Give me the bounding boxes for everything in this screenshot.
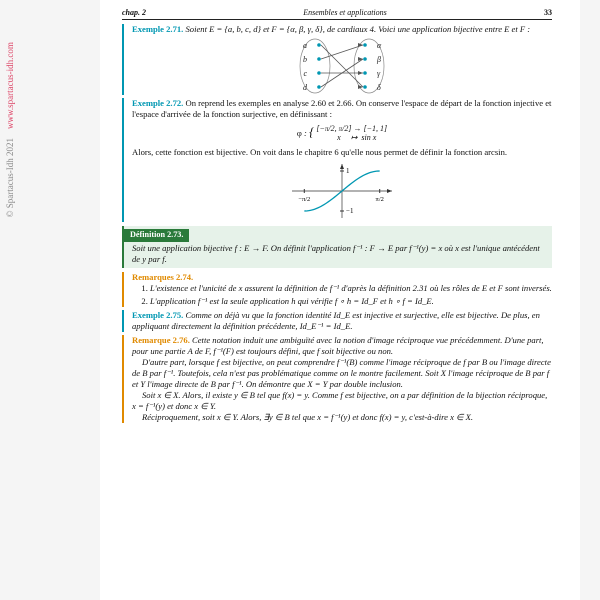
remark-item: L'application f⁻¹ est la seule applicati… — [150, 296, 552, 307]
bijection-diagram: a α b β c γ d δ — [267, 37, 417, 95]
svg-text:d: d — [303, 83, 308, 92]
remark-label: Remarque 2.76. — [132, 335, 190, 345]
definition-head: Définition 2.73. — [124, 229, 189, 242]
header-page-number: 33 — [544, 8, 552, 18]
remark-list: L'existence et l'unicité de x assurent l… — [132, 283, 552, 307]
svg-text:γ: γ — [377, 69, 381, 78]
svg-text:a: a — [303, 41, 307, 50]
svg-text:π/2: π/2 — [376, 196, 384, 203]
page: chap. 2 Ensembles et applications 33 Exe… — [100, 0, 580, 600]
header-title: Ensembles et applications — [303, 8, 387, 18]
svg-text:δ: δ — [377, 83, 381, 92]
sin-plot: −π/2 π/2 1 −1 — [282, 160, 402, 222]
example-text: Soient E = {a, b, c, d} et F = {α, β, γ,… — [185, 24, 530, 34]
example-label: Exemple 2.71. — [132, 24, 183, 34]
svg-text:1: 1 — [346, 167, 350, 175]
svg-text:−π/2: −π/2 — [298, 196, 310, 203]
remark-item: L'existence et l'unicité de x assurent l… — [150, 283, 552, 294]
header-chapter: chap. 2 — [122, 8, 146, 18]
example-after: Alors, cette fonction est bijective. On … — [132, 147, 552, 158]
example-label: Exemple 2.72. — [132, 98, 183, 108]
example-275: Exemple 2.75. Comme on déjà vu que la fo… — [122, 310, 552, 332]
remark-label: Remarques 2.74. — [132, 272, 552, 283]
remark-p4: Réciproquement, soit x ∈ Y. Alors, ∃y ∈ … — [132, 412, 552, 423]
example-text: Comme on déjà vu que la fonction identit… — [132, 310, 540, 331]
definition-body: Soit une application bijective f : E → F… — [132, 243, 544, 265]
remark-p1: Cette notation induit une ambiguïté avec… — [132, 335, 544, 356]
svg-text:α: α — [377, 41, 382, 50]
page-header: chap. 2 Ensembles et applications 33 — [122, 8, 552, 20]
example-text: On reprend les exemples en analyse 2.60 … — [132, 98, 551, 119]
svg-text:β: β — [376, 55, 381, 64]
example-271: Exemple 2.71. Soient E = {a, b, c, d} et… — [122, 24, 552, 95]
remark-276: Remarque 2.76. Cette notation induit une… — [122, 335, 552, 423]
remark-274: Remarques 2.74. L'existence et l'unicité… — [122, 272, 552, 307]
svg-text:b: b — [303, 55, 307, 64]
remark-p3: Soit x ∈ X. Alors, il existe y ∈ B tel q… — [132, 390, 552, 412]
svg-text:c: c — [303, 69, 307, 78]
example-272: Exemple 2.72. On reprend les exemples en… — [122, 98, 552, 222]
remark-p2: D'autre part, lorsque f est bijective, o… — [132, 357, 552, 390]
example-label: Exemple 2.75. — [132, 310, 183, 320]
definition-273: Définition 2.73. Soit une application bi… — [122, 226, 552, 268]
svg-text:−1: −1 — [346, 207, 354, 215]
formula: φ : { [−π/2, π/2] → [−1, 1] x ↦ sin x — [132, 124, 552, 143]
sidebar-copyright: © Spartacus-Idh 2021 www.spartacus-idh.c… — [5, 42, 15, 217]
